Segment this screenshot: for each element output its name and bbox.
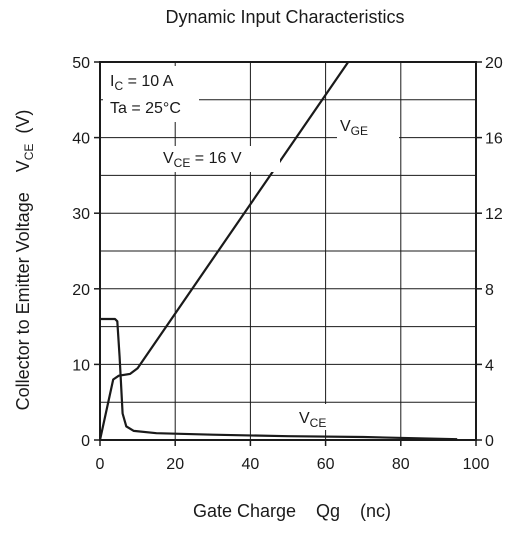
y-left-tick-label: 0 [81,433,90,450]
condition-ic: IC = 10 A [110,73,174,93]
condition-vce: VCE = 16 V [163,150,242,170]
x-tick-label: 80 [392,456,410,473]
condition-ta: Ta = 25°C [110,100,181,117]
y-left-tick-label: 50 [72,55,90,72]
x-tick-label: 40 [242,456,260,473]
y-left-tick-label: 10 [72,357,90,374]
y-right-tick-label: 16 [485,131,503,148]
y-left-tick-label: 30 [72,206,90,223]
y-axis-label-group: Collector to Emitter Voltage VCE (V) [13,110,36,411]
vce-label: VCE [299,410,326,430]
y-right-tick-label: 4 [485,357,494,374]
vge-label: VGE [340,118,368,138]
x-tick-label: 20 [166,456,184,473]
chart-title: Dynamic Input Characteristics [165,7,404,27]
x-tick-label: 0 [96,456,105,473]
x-tick-label: 60 [317,456,335,473]
y-axis-label-text: Collector to Emitter Voltage VCE (V) [13,110,36,411]
condition-vce-background [160,146,280,172]
x-tick-label: 100 [463,456,490,473]
y-right-axis-ticks: 0 4 8 12 16 20 [476,55,503,450]
series-line-ce [100,317,458,441]
vge-label-background [337,113,399,139]
y-right-tick-label: 0 [485,433,494,450]
annotations: IC = 10 A Ta = 25°C VCE = 16 V VGE VCE [103,66,399,430]
grid [100,62,476,440]
conditions-background [103,66,199,122]
y-left-tick-label: 20 [72,282,90,299]
plot-frame [99,61,477,441]
y-right-tick-label: 12 [485,206,503,223]
y-right-tick-label: 20 [485,55,503,72]
x-axis-ticks: 0 20 40 60 80 100 [96,440,490,473]
y-axis-label: Collector to Emitter Voltage VCE (V) [13,110,36,411]
plot-border [99,61,477,441]
x-axis-label: Gate Charge Qg (nc) [193,501,391,521]
series-lines [98,61,458,441]
series-line-ge [98,61,350,441]
y-right-tick-label: 8 [485,282,494,299]
y-left-tick-label: 40 [72,131,90,148]
y-left-axis-ticks: 0 10 20 30 40 50 [72,55,100,450]
vce-label-background [296,404,348,430]
